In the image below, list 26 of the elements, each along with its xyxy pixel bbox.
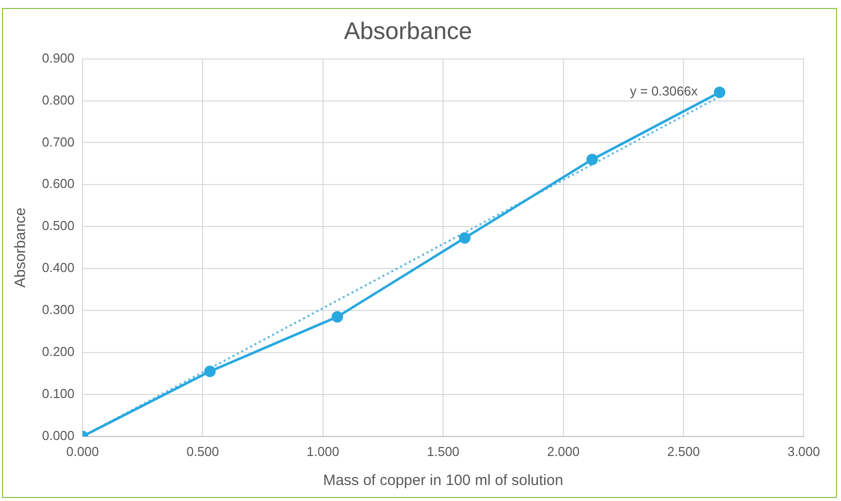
x-tick-label: 0.500 [186, 444, 220, 459]
y-axis-title: Absorbance [12, 208, 30, 288]
x-axis-title: Mass of copper in 100 ml of solution [323, 472, 564, 490]
y-tick-label: 0.200 [42, 344, 75, 360]
x-tick-label: 1.000 [306, 444, 340, 459]
y-tick-label: 0.600 [42, 176, 75, 192]
y-tick-label: 0.400 [42, 260, 75, 276]
series-label: y = 0.3066x [630, 84, 698, 99]
x-tick-label: 0.000 [66, 444, 99, 459]
point [586, 154, 598, 166]
y-tick-label: 0.900 [42, 50, 75, 66]
point [204, 366, 216, 378]
y-tick-label: 0.000 [42, 428, 75, 443]
chart-title: Absorbance [344, 18, 472, 46]
point [459, 232, 471, 244]
y-tick-label: 0.100 [42, 386, 75, 402]
y-tick-label: 0.700 [42, 134, 75, 150]
x-tick-label: 3.000 [787, 444, 820, 459]
x-tick-label: 2.000 [547, 444, 580, 459]
x-tick-label: 2.500 [667, 444, 700, 459]
y-tick-label: 0.300 [42, 302, 75, 318]
point [332, 311, 344, 323]
y-tick-label: 0.500 [42, 218, 75, 234]
x-tick-label: 1.500 [426, 444, 460, 459]
y-tick-label: 0.800 [42, 92, 75, 108]
point [714, 86, 726, 98]
